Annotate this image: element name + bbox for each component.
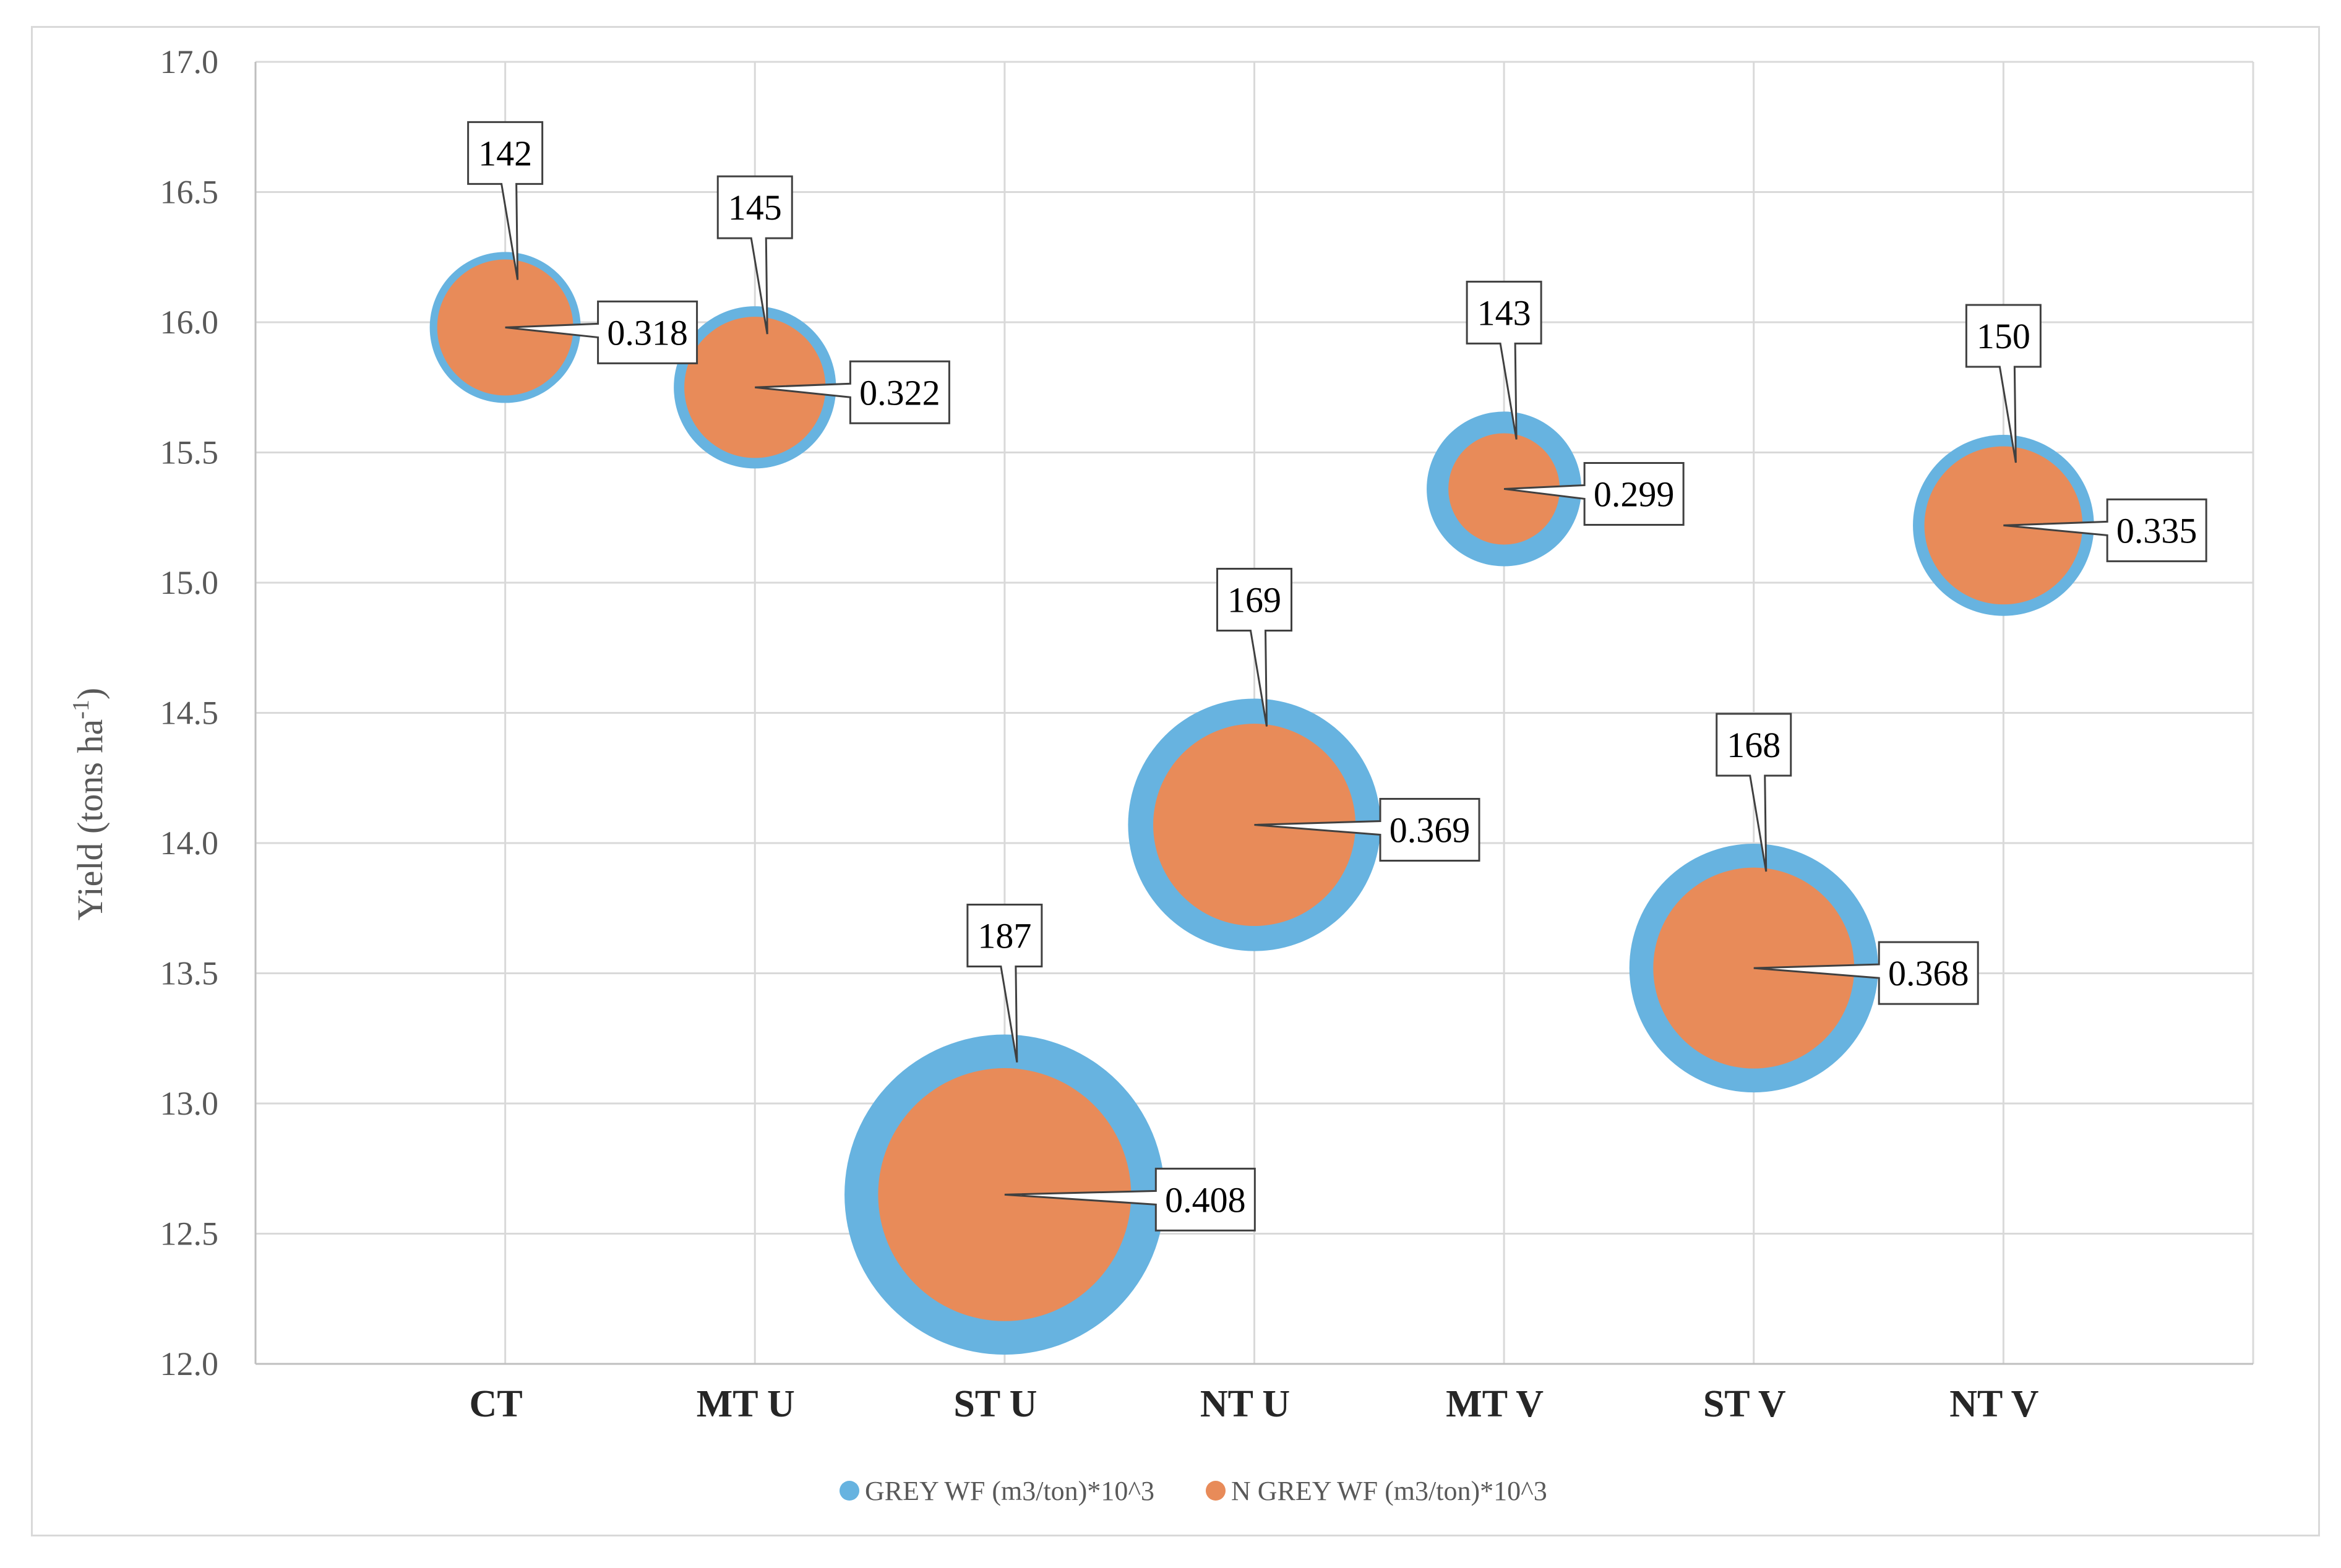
y-tick-label: 13.0 <box>160 1085 219 1122</box>
callout-n-grey-wf-label: 0.369 <box>1390 810 1471 850</box>
x-category-label: ST V <box>1703 1383 1786 1425</box>
y-tick-label: 17.0 <box>160 43 219 80</box>
callout-grey-wf-box <box>716 175 793 335</box>
callout-n-grey-wf-label: 0.368 <box>1888 953 1969 993</box>
x-category-label: MT U <box>697 1383 795 1425</box>
callout-n-grey-wf: 0.299 <box>1503 461 1685 526</box>
callout-grey-wf-box <box>467 121 544 280</box>
callout-n-grey-wf-box <box>1004 1167 1256 1232</box>
y-axis-title: Yield (tons ha-1) <box>68 688 110 920</box>
x-category-label: CT <box>470 1383 523 1425</box>
axis-layer: 12.0 12.5 13.0 13.5 14.0 14.5 15.0 15.5 16.0 16.5… <box>160 43 2253 1425</box>
callout-n-grey-wf: 0.322 <box>755 360 950 424</box>
callout-n-grey-wf-label: 0.322 <box>859 372 940 413</box>
callout-n-grey-wf: 0.335 <box>2003 498 2207 562</box>
y-tick-label: 13.5 <box>160 955 219 992</box>
y-axis-title-superscript: -1 <box>68 700 94 719</box>
callout-n-grey-wf-box <box>505 300 698 364</box>
y-tick-label: 15.0 <box>160 564 219 601</box>
callout-n-grey-wf-label: 0.335 <box>2116 510 2197 551</box>
x-category-label: MT V <box>1446 1383 1544 1425</box>
callout-grey-wf: 150 <box>1965 304 2042 463</box>
callout-n-grey-wf: 0.368 <box>1753 941 1979 1005</box>
y-axis-title-close: ) <box>70 688 110 700</box>
callout-grey-wf-label: 168 <box>1727 725 1780 765</box>
y-tick-label: 14.5 <box>160 695 219 732</box>
callout-grey-wf: 169 <box>1216 567 1292 727</box>
callout-n-grey-wf-box <box>2003 498 2207 562</box>
x-category-label: ST U <box>953 1383 1037 1425</box>
callout-grey-wf-label: 143 <box>1477 293 1531 333</box>
callout-n-grey-wf-label: 0.408 <box>1165 1180 1246 1220</box>
callout-grey-wf-box <box>966 904 1043 1063</box>
callout-n-grey-wf-box <box>755 360 950 424</box>
callout-grey-wf-label: 142 <box>478 133 532 173</box>
callout-grey-wf-box <box>1965 304 2042 463</box>
y-axis-title-text: Yield (tons ha <box>70 719 110 920</box>
callout-grey-wf-box <box>1216 567 1292 727</box>
callout-grey-wf-box <box>1466 280 1542 440</box>
y-tick-label: 14.0 <box>160 825 219 862</box>
legend-marker-grey-wf <box>840 1481 859 1501</box>
callout-n-grey-wf-label: 0.299 <box>1594 474 1675 514</box>
callout-grey-wf-label: 145 <box>728 187 782 228</box>
callout-n-grey-wf: 0.318 <box>505 300 698 364</box>
x-category-label: NT V <box>1949 1383 2038 1425</box>
callout-grey-wf-label: 169 <box>1227 580 1281 620</box>
callout-n-grey-wf-box <box>1254 798 1480 862</box>
callout-n-grey-wf: 0.408 <box>1004 1167 1256 1232</box>
callout-n-grey-wf: 0.369 <box>1254 798 1480 862</box>
y-tick-label: 16.0 <box>160 304 219 341</box>
x-category-label: NT U <box>1200 1383 1290 1425</box>
callout-grey-wf: 145 <box>716 175 793 335</box>
callout-n-grey-wf-box <box>1753 941 1979 1005</box>
callout-grey-wf: 143 <box>1466 280 1542 440</box>
legend: GREY WF (m3/ton)*10^3 N GREY WF (m3/ton)… <box>840 1476 1547 1506</box>
y-tick-label: 12.0 <box>160 1345 219 1382</box>
y-tick-label: 12.5 <box>160 1215 219 1253</box>
callout-grey-wf: 187 <box>966 904 1043 1063</box>
legend-label-grey-wf: GREY WF (m3/ton)*10^3 <box>865 1476 1154 1506</box>
y-tick-label: 16.5 <box>160 174 219 211</box>
callout-grey-wf: 168 <box>1716 713 1792 872</box>
legend-label-n-grey-wf: N GREY WF (m3/ton)*10^3 <box>1231 1476 1547 1506</box>
callout-grey-wf-label: 150 <box>1977 316 2030 356</box>
legend-marker-n-grey-wf <box>1206 1481 1226 1501</box>
callout-grey-wf-box <box>1716 713 1792 872</box>
callout-grey-wf: 142 <box>467 121 544 280</box>
callout-layer: 142 0.318 145 0.322 187 0.408 169 0.369 143 0.299… <box>467 121 2207 1232</box>
callout-n-grey-wf-label: 0.318 <box>607 312 688 353</box>
callout-n-grey-wf-box <box>1503 461 1685 526</box>
callout-grey-wf-label: 187 <box>977 916 1031 956</box>
y-tick-label: 15.5 <box>160 434 219 471</box>
bubble-layer <box>429 252 2094 1355</box>
